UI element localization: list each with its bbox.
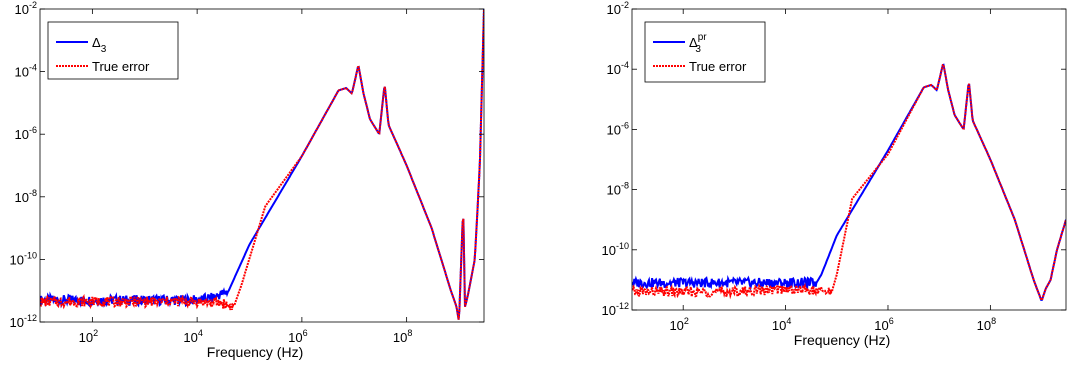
- x-tick-label: 102: [669, 316, 688, 333]
- x-axis-title: Frequency (Hz): [794, 332, 890, 348]
- y-tick-label: 10-4: [15, 63, 37, 80]
- x-tick-label: 106: [288, 328, 307, 345]
- legend: Δpr 3 True error: [644, 21, 766, 83]
- axes-box: [39, 8, 485, 323]
- y-tick-label: 10-4: [607, 60, 629, 77]
- x-tick-label: 108: [393, 328, 412, 345]
- y-tick-label: 10-6: [607, 120, 629, 137]
- x-tick-label: 104: [772, 316, 791, 333]
- x-tick-label: 106: [874, 316, 893, 333]
- legend-box: [644, 21, 766, 83]
- x-axis-title: Frequency (Hz): [207, 344, 303, 360]
- legend-label: True error: [92, 59, 150, 74]
- legend-box: [47, 21, 179, 80]
- legend-label: Δ3: [92, 35, 107, 55]
- y-tick-label: 10-6: [15, 125, 37, 142]
- legend: Δ3 True error: [47, 21, 179, 80]
- y-tick-label: 10-10: [10, 250, 37, 267]
- axes-box: [631, 8, 1067, 311]
- series-line-true-error: [40, 9, 484, 320]
- series-line-true-error: [632, 63, 1066, 301]
- x-tick-label: 102: [79, 328, 98, 345]
- chart-panel-1: 10-12 10-10 10-8 10-6 10-4 10-2 102 104 106 108 Fr…: [10, 0, 485, 360]
- y-tick-label: 10-10: [602, 241, 629, 258]
- y-tick-label: 10-8: [607, 181, 629, 198]
- chart-panel-2: 10-12 10-10 10-8 10-6 10-4 10-2 102 104 106 108 Fr…: [602, 0, 1067, 348]
- y-tick-label: 10-8: [15, 188, 37, 205]
- y-tick-label: 10-12: [602, 301, 629, 318]
- y-tick-label: 10-2: [15, 0, 37, 17]
- legend-label: Δpr 3: [689, 32, 707, 55]
- legend-label: True error: [689, 59, 747, 74]
- series-line-estimate: [632, 63, 1066, 301]
- y-tick-label: 10-12: [10, 313, 37, 330]
- x-tick-label: 108: [977, 316, 996, 333]
- x-tick-label: 104: [183, 328, 202, 345]
- y-tick-label: 10-2: [607, 0, 629, 17]
